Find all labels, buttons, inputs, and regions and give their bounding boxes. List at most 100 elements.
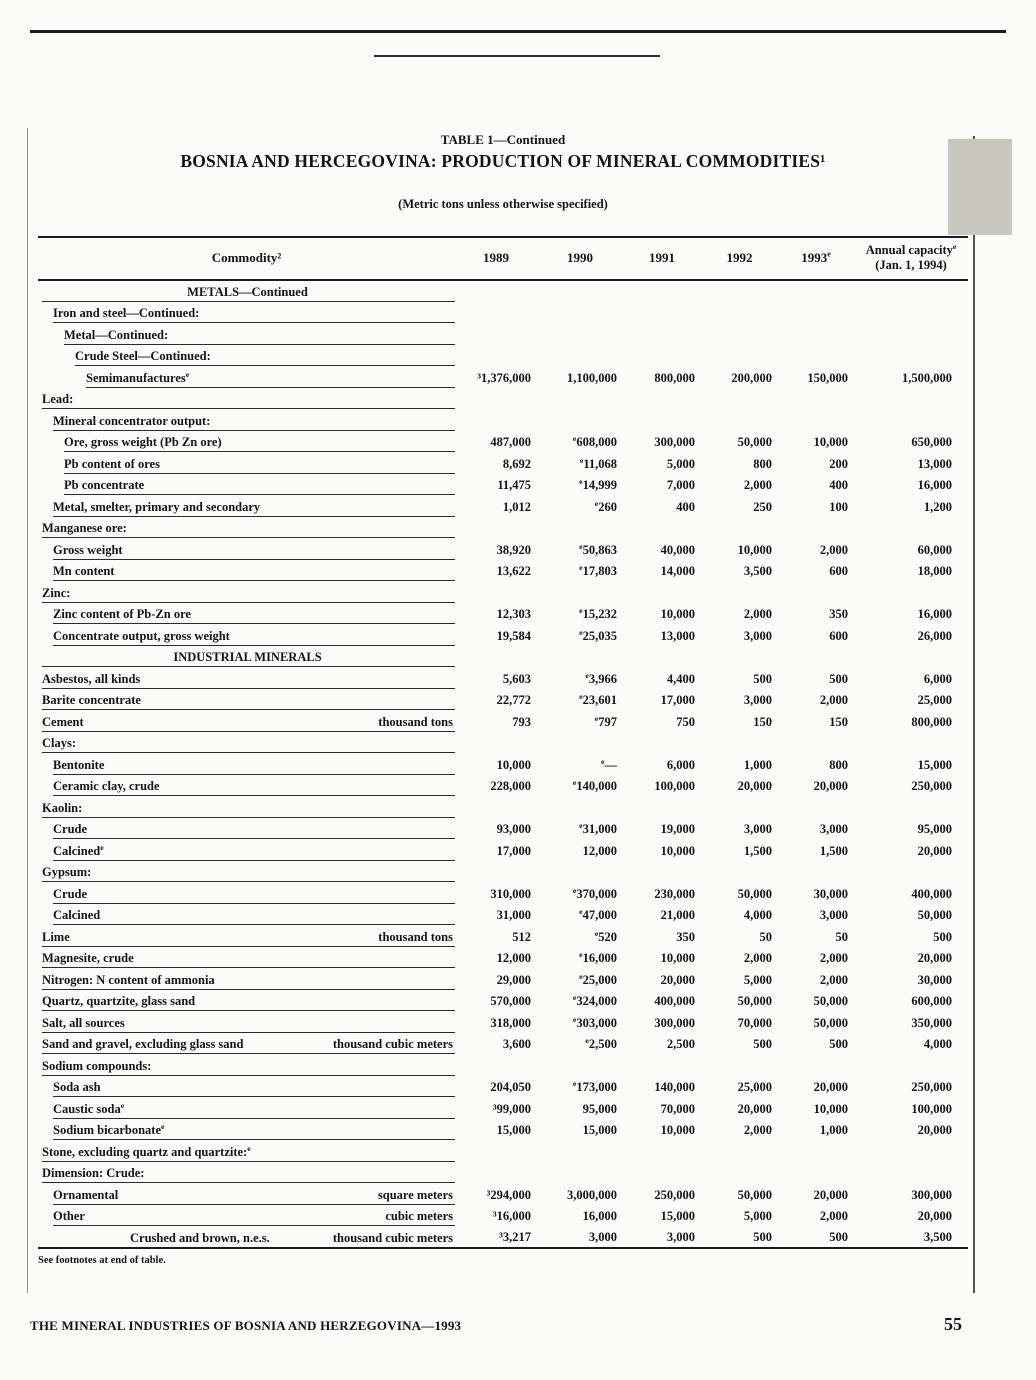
column-header-1991: 1991	[623, 236, 701, 281]
table-row: Barite concentrate 22,772 e23,601 17,000 3,0…	[38, 689, 968, 710]
table-row: Concentrate output, gross weight 19,584 e2…	[38, 624, 968, 646]
commodity-label: Kaolin:	[42, 800, 83, 815]
value-cell: 5,603	[502, 671, 531, 686]
value-cell: 3,000	[588, 1229, 617, 1244]
value-cell	[854, 732, 968, 754]
commodity-label: Magnesite, crude	[42, 951, 134, 965]
commodity-label: Metal—Continued:	[64, 327, 169, 342]
value-cell	[854, 861, 968, 883]
value-cell	[623, 1162, 701, 1184]
value-cell: 2,500	[666, 1037, 695, 1051]
value-cell: 5,000	[743, 972, 772, 987]
table-row: Nitrogen: N content of ammonia 29,000 e25,…	[38, 968, 968, 990]
value-cell: e50,863	[579, 541, 617, 557]
value-cell	[854, 409, 968, 431]
commodity-cell: Metal, smelter, primary and secondary	[38, 495, 455, 517]
table-footnote: See footnotes at end of table.	[38, 1254, 166, 1266]
commodity-cell: Crushed and brown, n.e.s. thousand cubic …	[38, 1226, 455, 1248]
value-cell: 3,000,000	[567, 1187, 617, 1202]
value-cell	[778, 1162, 854, 1184]
section-label: INDUSTRIAL MINERALS	[173, 650, 322, 664]
value-cell: e14,999	[579, 476, 617, 492]
commodity-label: Sand and gravel, excluding glass sand	[42, 1037, 244, 1051]
commodity-cell: Crude	[38, 818, 455, 839]
commodity-label: Mn content	[53, 564, 115, 578]
table-row: Crude Steel—Continued:	[38, 345, 968, 366]
value-cell: e47,000	[579, 906, 617, 922]
value-cell	[778, 302, 854, 324]
value-cell: 10,000	[813, 1101, 848, 1116]
scan-artifact-right-edge	[973, 136, 975, 1293]
value-cell: 500	[753, 1037, 772, 1051]
value-cell: 400,000	[911, 886, 952, 901]
value-cell	[854, 302, 968, 324]
commodity-cell: Gypsum:	[38, 861, 455, 882]
value-cell: 20,000	[917, 1209, 952, 1223]
value-cell: 487,000	[490, 435, 531, 449]
commodity-cell: Barite concentrate	[38, 689, 455, 710]
value-cell: 350,000	[911, 1015, 952, 1030]
value-cell: 50,000	[813, 1015, 848, 1030]
value-cell	[701, 323, 778, 345]
value-cell: 800,000	[654, 370, 695, 385]
commodity-cell: Sand and gravel, excluding glass sand tho…	[38, 1033, 455, 1054]
column-header-1989: 1989	[455, 236, 537, 281]
commodity-label: Sodium bicarbonatee	[53, 1121, 165, 1137]
table-row: Sodium compounds:	[38, 1054, 968, 1076]
commodity-label: Bentonite	[53, 757, 105, 772]
value-cell: 4,400	[666, 671, 695, 686]
scan-artifact-shadow	[948, 139, 1012, 235]
commodity-cell: Ore, gross weight (Pb Zn ore)	[38, 431, 455, 452]
value-cell: 50,000	[737, 886, 772, 901]
value-cell	[778, 323, 854, 345]
commodity-cell: Ornamental square meters	[38, 1183, 455, 1205]
value-cell: 17,000	[496, 843, 531, 858]
table-row: Crushed and brown, n.e.s. thousand cubic …	[38, 1226, 968, 1248]
value-cell: 250,000	[911, 779, 952, 793]
table-row: Manganese ore:	[38, 517, 968, 539]
value-cell: 3,000	[743, 822, 772, 836]
value-cell	[778, 517, 854, 539]
value-cell: 1,500	[819, 843, 848, 858]
commodity-label: Gross weight	[53, 542, 123, 557]
column-header-1990: 1990	[537, 236, 623, 281]
value-cell: 10,000	[737, 542, 772, 557]
value-cell: 13,000	[917, 456, 952, 471]
scan-artifact-top-rule	[30, 30, 1006, 33]
commodity-cell: Crude Steel—Continued:	[38, 345, 455, 366]
value-cell: ³1,376,000	[477, 370, 531, 385]
value-cell: 31,000	[496, 908, 531, 922]
table-row: Cement thousand tons 793 e797 750 150 150 800,0…	[38, 710, 968, 732]
commodity-label: Dimension: Crude:	[42, 1166, 145, 1180]
value-cell: 40,000	[660, 542, 695, 557]
value-cell: 20,000	[737, 1101, 772, 1116]
value-cell: 150	[753, 714, 772, 729]
value-cell: 93,000	[496, 822, 531, 836]
value-cell: 1,500,000	[902, 370, 952, 385]
value-cell	[701, 517, 778, 539]
commodity-label: Sodium compounds:	[42, 1058, 152, 1073]
value-cell	[455, 388, 537, 410]
value-cell	[778, 646, 854, 668]
table-row: Caustic sodae ³99,000 95,000 70,000 20,000 10…	[38, 1097, 968, 1119]
commodity-cell: Calcinede	[38, 839, 455, 861]
commodity-cell: Soda ash	[38, 1076, 455, 1097]
table-row: Pb content of ores 8,692 e11,068 5,000 800 20…	[38, 452, 968, 474]
value-cell: 1,000	[819, 1123, 848, 1137]
value-cell: 3,000	[743, 628, 772, 643]
value-cell: 800	[753, 456, 772, 471]
value-cell: 600	[829, 564, 848, 578]
value-cell: e3,966	[585, 670, 617, 686]
value-cell: 318,000	[490, 1015, 531, 1030]
unit-label: thousand cubic meters	[332, 1230, 453, 1245]
value-cell: 140,000	[654, 1080, 695, 1094]
capacity-header-line1: Annual capacitye	[865, 241, 957, 257]
page-number: 55	[944, 1314, 962, 1334]
scan-artifact-left-edge	[27, 128, 28, 1293]
value-cell	[778, 581, 854, 603]
value-cell: 750	[676, 714, 695, 729]
table-row: Bentonite 10,000 e— 6,000 1,000 800 15,000	[38, 753, 968, 775]
value-cell: 1,012	[502, 499, 531, 514]
value-cell: 10,000	[660, 607, 695, 621]
value-cell	[778, 732, 854, 754]
